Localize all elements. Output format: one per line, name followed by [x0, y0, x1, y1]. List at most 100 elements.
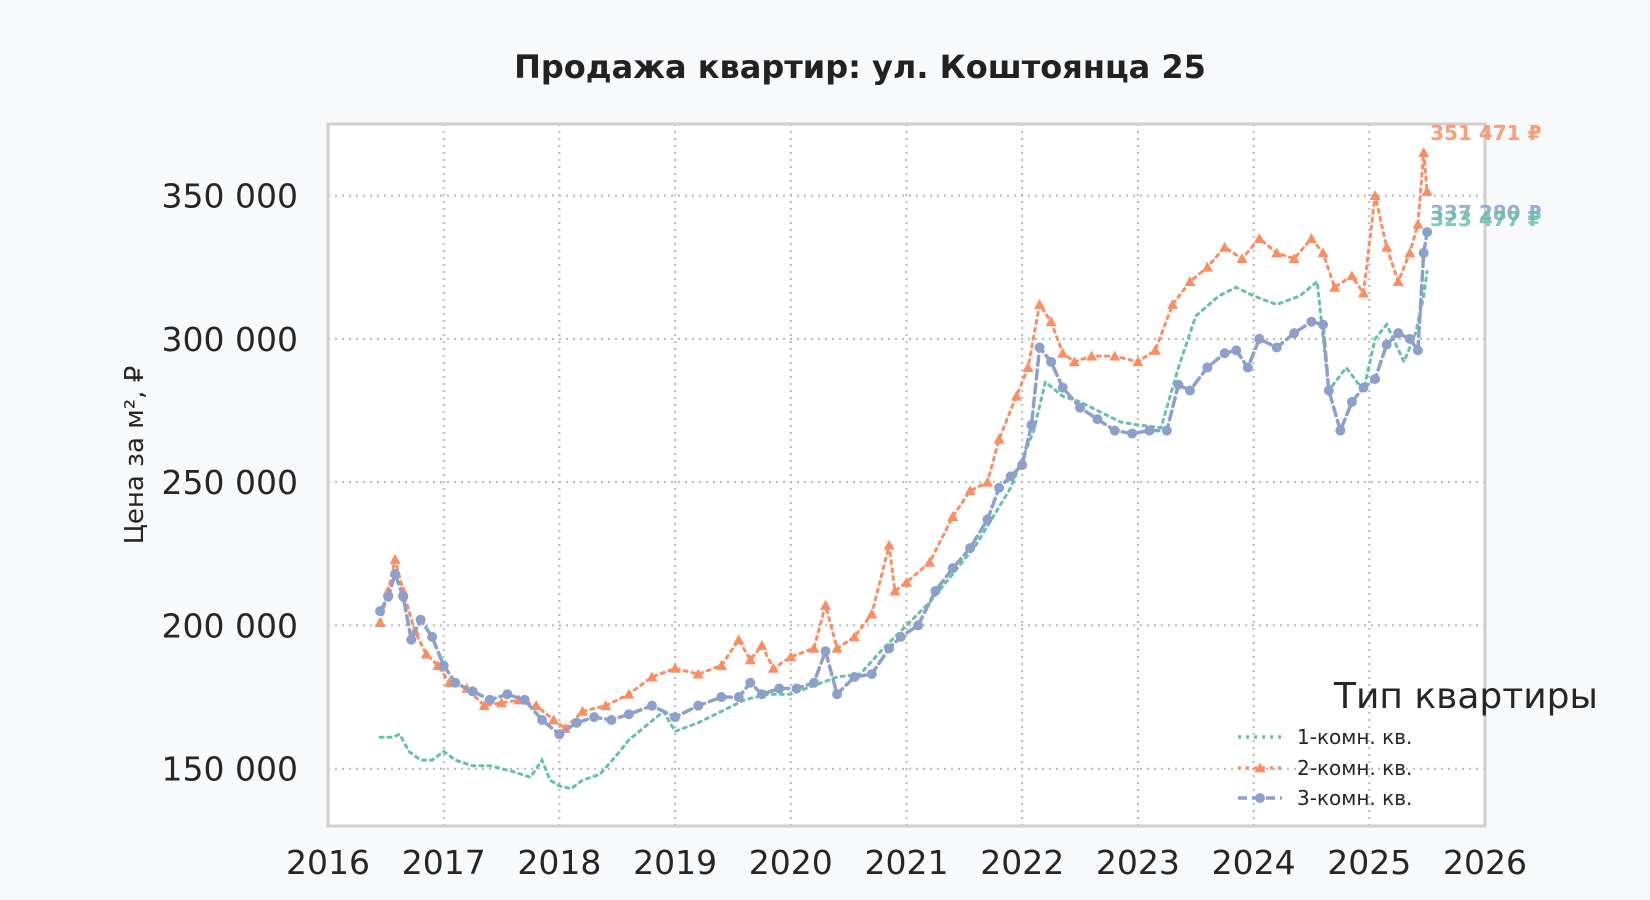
data-point-circle — [965, 543, 976, 554]
data-point-triangle — [1034, 299, 1046, 309]
data-point-circle — [1242, 362, 1253, 373]
data-point-triangle — [901, 576, 912, 587]
x-tick-label: 2025 — [1327, 843, 1411, 882]
data-point-triangle — [1045, 316, 1057, 327]
data-point-circle — [1026, 419, 1037, 430]
x-tick-label: 2018 — [517, 843, 601, 882]
data-point-circle — [1184, 385, 1195, 396]
end-value-label: 351 471 ₽ — [1430, 121, 1541, 145]
data-point-circle — [398, 591, 409, 602]
data-point-triangle — [1086, 350, 1098, 361]
data-point-triangle — [756, 639, 768, 650]
data-point-triangle — [669, 662, 681, 673]
data-point-circle — [670, 712, 681, 723]
data-point-triangle — [600, 700, 612, 711]
series-1-комн. кв. — [378, 270, 1429, 791]
x-tick-label: 2022 — [980, 843, 1064, 882]
data-point-circle — [438, 660, 449, 671]
plot-frame — [326, 122, 1487, 828]
data-point-triangle — [548, 714, 560, 725]
data-point-circle — [383, 591, 394, 602]
data-point-circle — [1046, 356, 1057, 367]
data-point-triangle — [1068, 356, 1080, 367]
data-point-triangle — [389, 554, 401, 564]
data-point-triangle — [692, 668, 704, 679]
data-point-circle — [1393, 328, 1404, 339]
data-point-circle — [1202, 362, 1213, 373]
data-point-circle — [1346, 396, 1357, 407]
legend-label: 3-комн. кв. — [1297, 786, 1412, 810]
data-point-circle — [589, 712, 600, 723]
data-point-circle — [745, 677, 756, 688]
y-axis-label: Цена за м², ₽ — [120, 366, 150, 545]
data-point-circle — [820, 646, 831, 657]
legend-label: 1-комн. кв. — [1297, 725, 1412, 749]
data-point-circle — [947, 563, 958, 574]
data-point-triangle — [1271, 247, 1283, 258]
data-point-circle — [1075, 402, 1086, 413]
data-point-circle — [375, 606, 386, 617]
data-point-triangle — [1346, 270, 1358, 281]
data-point-triangle — [1219, 241, 1231, 252]
data-point-triangle — [1305, 233, 1317, 244]
data-point-triangle — [577, 705, 589, 716]
data-point-circle — [1017, 459, 1028, 470]
data-point-circle — [1219, 348, 1230, 359]
data-point-circle — [1412, 345, 1423, 356]
data-point-circle — [1254, 333, 1265, 344]
data-point-circle — [994, 482, 1005, 493]
data-point-triangle — [1201, 261, 1213, 272]
data-point-triangle — [883, 539, 895, 550]
data-point-circle — [693, 700, 704, 711]
y-tick-label: 200 000 — [162, 606, 298, 645]
x-tick-label: 2020 — [749, 843, 833, 882]
x-tick-label: 2021 — [865, 843, 949, 882]
data-point-circle — [467, 686, 478, 697]
data-point-circle — [1161, 425, 1172, 436]
data-point-circle — [1057, 382, 1068, 393]
data-point-circle — [1034, 342, 1045, 353]
x-tick-label: 2016 — [286, 843, 370, 882]
data-point-circle — [1144, 425, 1155, 436]
x-tick-label: 2023 — [1096, 843, 1180, 882]
data-point-triangle — [1022, 362, 1034, 372]
data-point-triangle — [646, 671, 658, 682]
data-point-triangle — [1404, 247, 1416, 258]
data-point-triangle — [733, 634, 745, 645]
data-point-circle — [623, 709, 634, 720]
legend-label: 2-комн. кв. — [1297, 756, 1412, 780]
data-point-triangle — [530, 700, 542, 711]
data-point-circle — [519, 694, 530, 705]
x-tick-label: 2024 — [1212, 843, 1296, 882]
series-line — [378, 270, 1429, 791]
data-point-circle — [450, 677, 461, 688]
data-point-triangle — [993, 433, 1005, 444]
data-point-circle — [1335, 425, 1346, 436]
data-point-triangle — [1184, 276, 1196, 286]
data-point-triangle — [1167, 299, 1179, 309]
data-point-triangle — [808, 642, 820, 653]
legend-title: Тип квартиры — [1333, 676, 1598, 717]
data-point-circle — [716, 692, 727, 703]
chart-title: Продажа квартир: ул. Коштоянца 25 — [514, 48, 1206, 86]
data-point-triangle — [1253, 233, 1265, 244]
data-point-triangle — [1057, 347, 1069, 358]
data-point-triangle — [623, 688, 635, 699]
y-tick-label: 250 000 — [162, 463, 298, 502]
y-tick-label: 150 000 — [162, 750, 298, 789]
data-point-triangle — [1329, 281, 1341, 292]
data-point-circle — [930, 586, 941, 597]
data-point-triangle — [889, 585, 901, 596]
data-point-circle — [502, 689, 513, 700]
data-point-triangle — [496, 697, 508, 708]
data-point-triangle — [1149, 344, 1161, 355]
end-value-label: 323 477 ₽ — [1430, 207, 1541, 231]
data-point-triangle — [420, 648, 432, 659]
data-point-circle — [1127, 428, 1138, 439]
data-point-triangle — [478, 700, 490, 711]
data-point-circle — [1306, 316, 1317, 327]
data-point-circle — [1289, 328, 1300, 339]
data-point-circle — [554, 729, 565, 740]
data-point-triangle — [848, 631, 860, 642]
